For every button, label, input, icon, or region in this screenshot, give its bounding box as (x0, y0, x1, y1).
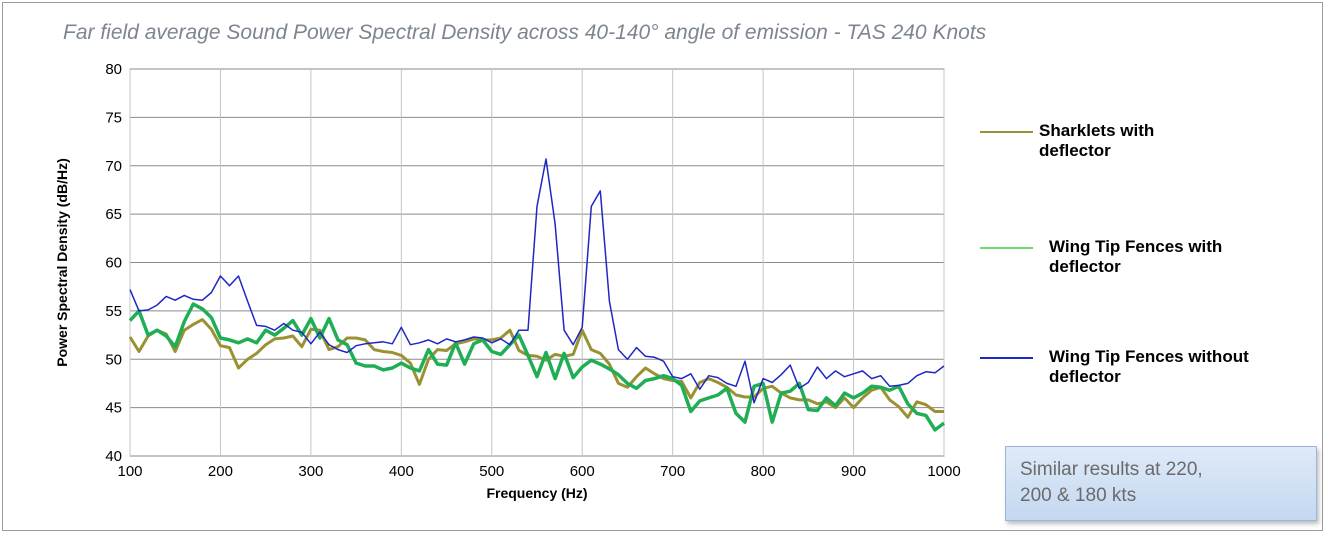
y-tick-label: 55 (105, 303, 122, 320)
series-line-1 (128, 302, 946, 432)
page-title: Far field average Sound Power Spectral D… (63, 21, 987, 44)
y-axis-title: Power Spectral Density (dB/Hz) (54, 158, 70, 367)
x-tick-label: 200 (208, 463, 233, 480)
grid (129, 68, 945, 457)
x-tick-label: 300 (298, 463, 323, 480)
tick-labels: 40 45 50 55 60 65 70 75 80 100 200 300 400 500 600 700 8… (105, 61, 960, 480)
y-tick-label: 50 (105, 351, 122, 368)
series-line-0 (128, 318, 944, 419)
y-tick-label: 45 (105, 400, 122, 417)
x-tick-label: 400 (389, 463, 414, 480)
note-box: Similar results at 220, 200 & 180 kts (1005, 446, 1317, 521)
y-tick-label: 75 (105, 109, 122, 126)
legend-label-fences-with: Wing Tip Fences with deflector (1049, 237, 1223, 276)
y-tick-label: 70 (105, 158, 122, 175)
legend-label-sharklets: Sharklets with deflector (1039, 121, 1155, 160)
x-tick-label: 1000 (927, 463, 960, 480)
legend (980, 131, 1033, 359)
chart-area: 40 45 50 55 60 65 70 75 80 100 200 300 400 500 600 700 8… (54, 61, 1033, 501)
x-tick-label: 700 (660, 463, 685, 480)
x-tick-label: 600 (570, 463, 595, 480)
x-tick-label: 500 (479, 463, 504, 480)
y-tick-label: 80 (105, 61, 122, 78)
y-tick-label: 60 (105, 255, 122, 272)
series-lines (128, 158, 946, 432)
y-tick-label: 40 (105, 448, 122, 465)
x-tick-label: 100 (117, 463, 142, 480)
y-tick-label: 65 (105, 206, 122, 223)
x-axis-title: Frequency (Hz) (486, 485, 587, 501)
x-tick-label: 800 (751, 463, 776, 480)
legend-label-fences-without: Wing Tip Fences without deflector (1049, 347, 1249, 386)
series-line-2 (129, 158, 945, 404)
x-tick-label: 900 (841, 463, 866, 480)
